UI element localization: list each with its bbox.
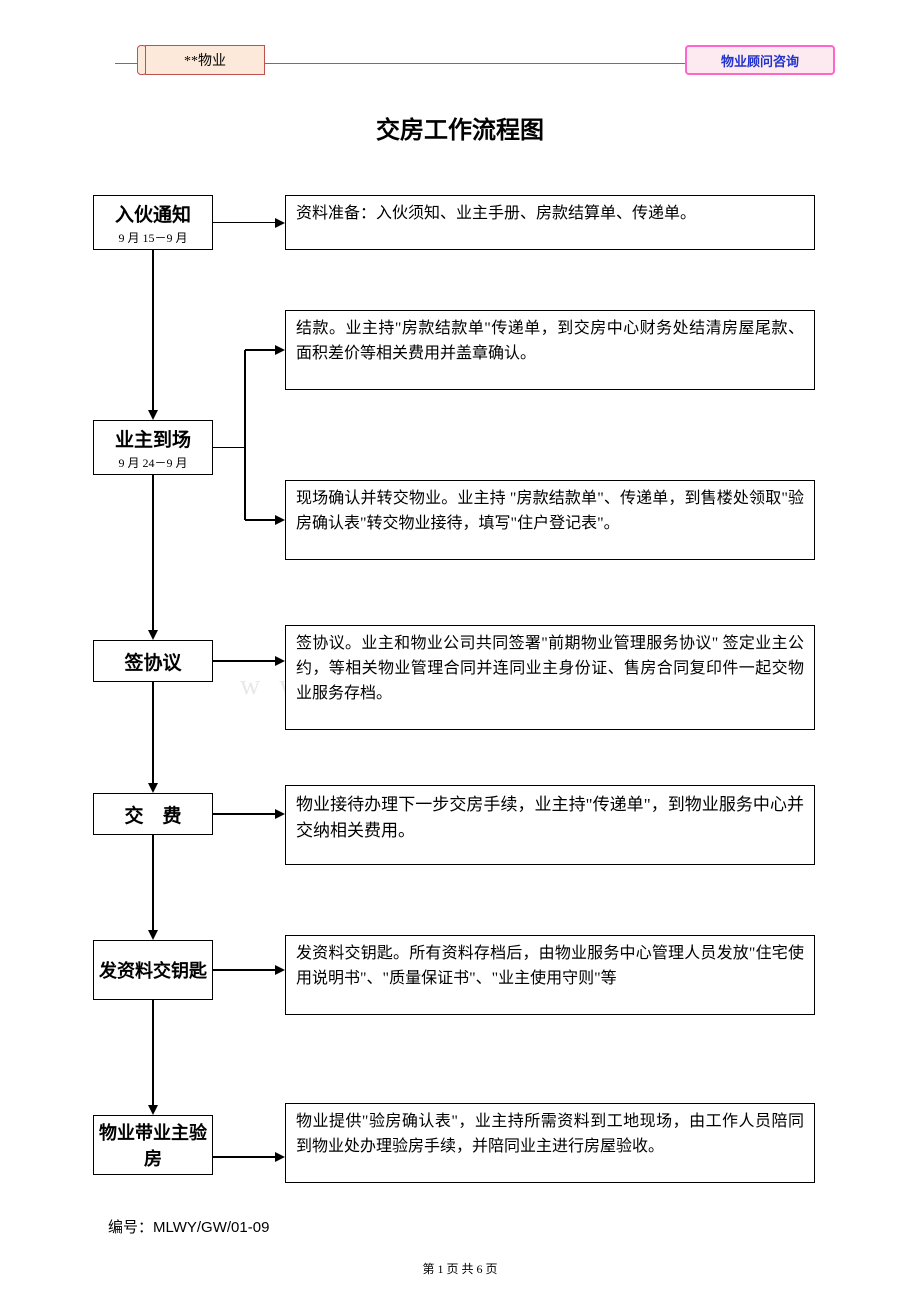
step-box-3: 交 费 xyxy=(93,793,213,835)
step-box-0: 入伙通知 9 月 15－9 月 xyxy=(93,195,213,250)
arrow-line xyxy=(213,660,277,662)
arrow-line xyxy=(213,1156,277,1158)
desc-box-4: 物业接待办理下一步交房手续，业主持"传递单"，到物业服务中心并交纳相关费用。 xyxy=(285,785,815,865)
arrow-line xyxy=(213,447,245,449)
page-number: 第 1 页 共 6 页 xyxy=(0,1260,920,1277)
arrow-line xyxy=(213,969,277,971)
desc-box-6: 物业提供"验房确认表"，业主持所需资料到工地现场，由工作人员陪同到物业处办理验房… xyxy=(285,1103,815,1183)
arrow-line xyxy=(244,350,246,520)
step-date: 9 月 15－9 月 xyxy=(118,229,187,246)
step-label: 入伙通知 xyxy=(115,200,191,227)
step-box-5: 物业带业主验房 xyxy=(93,1115,213,1175)
arrow-line xyxy=(152,475,154,632)
desc-box-0: 资料准备：入伙须知、业主手册、房款结算单、传递单。 xyxy=(285,195,815,250)
scroll-label-text: **物业 xyxy=(184,50,226,70)
step-label: 交 费 xyxy=(124,801,181,828)
desc-box-1: 结款。业主持"房款结款单"传递单，到交房中心财务处结清房屋尾款、面积差价等相关费… xyxy=(285,310,815,390)
step-box-4: 发资料交钥匙 xyxy=(93,940,213,1000)
page-title: 交房工作流程图 xyxy=(85,110,835,145)
step-label: 签协议 xyxy=(124,648,181,675)
arrow-head xyxy=(275,218,285,228)
step-box-2: 签协议 xyxy=(93,640,213,682)
step-label: 发资料交钥匙 xyxy=(99,957,207,983)
flowchart-container: w w w . d o c i n . c o m 入伙通知9 月 15－9 月… xyxy=(85,195,835,1215)
desc-box-5: 发资料交钥匙。所有资料存档后，由物业服务中心管理人员发放"住宅使用说明书"、"质… xyxy=(285,935,815,1015)
arrow-line xyxy=(152,682,154,785)
desc-box-2: 现场确认并转交物业。业主持 "房款结款单"、传递单，到售楼处领取"验房确认表"转… xyxy=(285,480,815,560)
arrow-head xyxy=(275,515,285,525)
arrow-line xyxy=(213,222,277,224)
step-box-1: 业主到场 9 月 24－9 月 xyxy=(93,420,213,475)
arrow-head xyxy=(275,1152,285,1162)
page-header: **物业 物业顾问咨询 xyxy=(85,45,835,80)
arrow-head xyxy=(275,345,285,355)
step-label: 物业带业主验房 xyxy=(94,1119,212,1171)
consult-label: 物业顾问咨询 xyxy=(685,45,835,75)
arrow-line xyxy=(152,835,154,932)
arrow-head xyxy=(148,630,158,640)
step-date: 9 月 24－9 月 xyxy=(118,454,187,471)
scroll-label: **物业 xyxy=(145,45,265,75)
arrow-head xyxy=(148,410,158,420)
arrow-line xyxy=(245,349,277,351)
arrow-head xyxy=(275,656,285,666)
arrow-head xyxy=(275,809,285,819)
arrow-head xyxy=(275,965,285,975)
step-label: 业主到场 xyxy=(115,425,191,452)
arrow-line xyxy=(152,250,154,412)
consult-label-text: 物业顾问咨询 xyxy=(721,51,799,70)
arrow-line xyxy=(213,813,277,815)
arrow-head xyxy=(148,930,158,940)
desc-box-3: 签协议。业主和物业公司共同签署"前期物业管理服务协议" 签定业主公约，等相关物业… xyxy=(285,625,815,730)
arrow-line xyxy=(152,1000,154,1107)
arrow-line xyxy=(245,519,277,521)
arrow-head xyxy=(148,783,158,793)
document-code: 编号：MLWY/GW/01-09 xyxy=(108,1216,269,1237)
arrow-head xyxy=(148,1105,158,1115)
